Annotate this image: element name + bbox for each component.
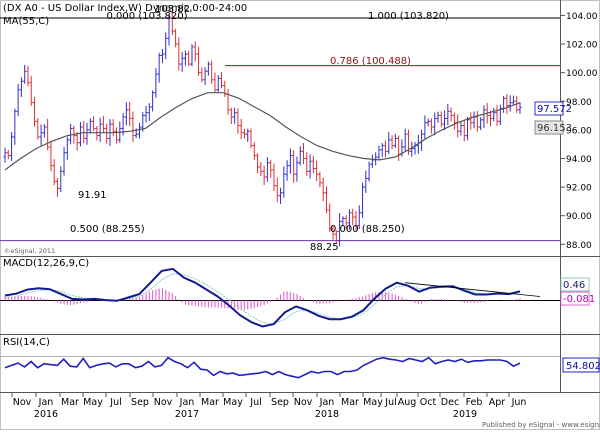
ma-value: 96.153 — [537, 123, 572, 134]
month-label: May — [223, 397, 243, 408]
fib-label-1: 1.000 (103.820) — [368, 11, 449, 22]
month-label: Mar — [341, 397, 359, 408]
annotation-low-2016: 91.91 — [78, 190, 107, 201]
month-label: Nov — [294, 397, 313, 408]
year-label: 2016 — [34, 409, 58, 420]
year-label: 2017 — [175, 409, 199, 420]
macd-label: MACD(12,26,9,C) — [3, 258, 89, 269]
footer-credit: Published by eSignal - www.esignal.com — [482, 421, 600, 429]
month-label: Jul — [109, 397, 121, 408]
last-close-value: 97.572 — [537, 104, 572, 115]
rsi-line — [4, 356, 521, 379]
macd-hist-badge — [560, 291, 590, 306]
month-label: Dec — [441, 397, 459, 408]
rsi-value: 54.802 — [566, 361, 600, 372]
watermark: ©eSignal, 2011 — [4, 247, 55, 255]
chart-title: (DX A0 - US Dollar Index,W) Dynamic,0:00… — [3, 3, 247, 14]
month-label: Nov — [154, 397, 173, 408]
month-label: Sep — [271, 397, 289, 408]
price-tick-label: 94.00 — [566, 155, 592, 165]
ma-label: MA(55,C) — [3, 16, 49, 27]
ma-value-badge — [534, 120, 564, 135]
month-label: Apr — [489, 397, 506, 408]
month-label: Oct — [420, 397, 437, 408]
fib-label-0500: 0.500 (88.255) — [70, 224, 145, 235]
month-label: Jan — [38, 397, 54, 408]
month-label: Mar — [201, 397, 219, 408]
year-label: 2018 — [315, 409, 339, 420]
annotation-high: 103.82 — [155, 4, 190, 15]
price-tick-label: 92.00 — [566, 184, 592, 194]
price-tick-label: 104.00 — [566, 12, 598, 22]
macd-hist-value: -0.081 — [563, 294, 595, 305]
price-tick-label: 98.00 — [566, 98, 592, 108]
rsi-label: RSI(14,C) — [3, 337, 50, 348]
month-label: May — [83, 397, 103, 408]
price-tick-label: 100.00 — [566, 69, 598, 79]
macd-trendline — [404, 282, 541, 297]
fib-label-0: 0.000 (103.820) — [107, 11, 188, 22]
candlestick-series — [3, 10, 522, 247]
month-label: Feb — [466, 397, 483, 408]
price-tick-label: 102.00 — [566, 41, 598, 51]
month-label: Mar — [61, 397, 79, 408]
fib-label-0000-low: 0.000 (88.250) — [330, 224, 405, 235]
macd-value: 0.46 — [563, 280, 585, 291]
month-label: Jul — [249, 397, 261, 408]
annotation-low-2018: 88.25 — [310, 242, 339, 253]
fib-label-0786: 0.786 (100.488) — [330, 56, 411, 67]
month-label: Nov — [13, 397, 32, 408]
price-tick-label: 96.00 — [566, 126, 592, 136]
macd-histogram — [4, 288, 521, 310]
month-label: Jan — [319, 397, 335, 408]
rsi-value-badge — [562, 357, 600, 373]
time-axis: Nov Jan Mar May Jul Sep Nov Jan Mar May Jul Sep Nov J… — [11, 392, 527, 420]
month-label: Aug — [398, 397, 417, 408]
price-tick-label: 88.00 — [566, 241, 592, 251]
price-tick-label: 90.00 — [566, 212, 592, 222]
month-label: Jan — [179, 397, 195, 408]
month-label: Sep — [131, 397, 149, 408]
ma-line — [4, 92, 521, 171]
year-label: 2019 — [453, 409, 477, 420]
month-label: May — [363, 397, 383, 408]
month-label: Jun — [511, 397, 527, 408]
macd-value-badge — [560, 277, 590, 292]
fibonacci-levels — [0, 17, 560, 242]
macd-line — [4, 267, 521, 328]
last-close-badge — [534, 101, 564, 116]
month-label: Jul — [384, 397, 396, 408]
